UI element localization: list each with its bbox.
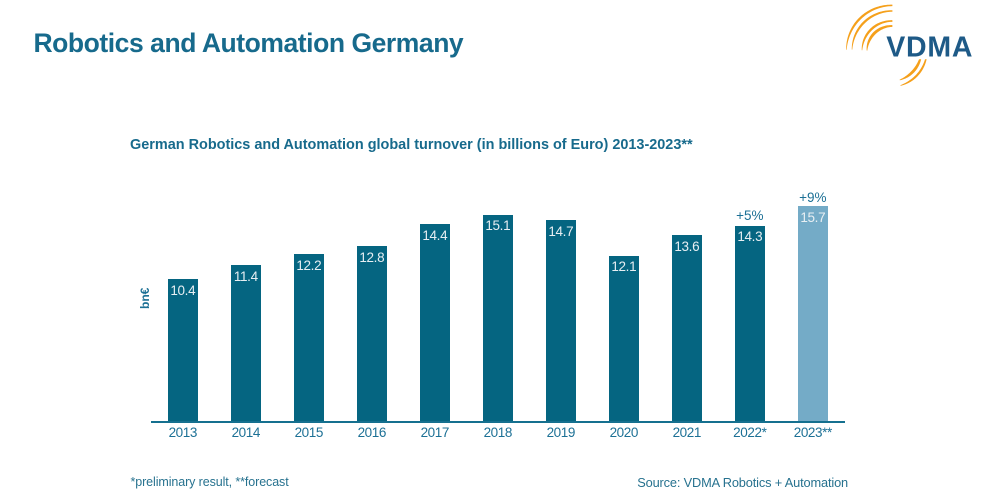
svg-text:VDMA: VDMA [886,31,973,63]
